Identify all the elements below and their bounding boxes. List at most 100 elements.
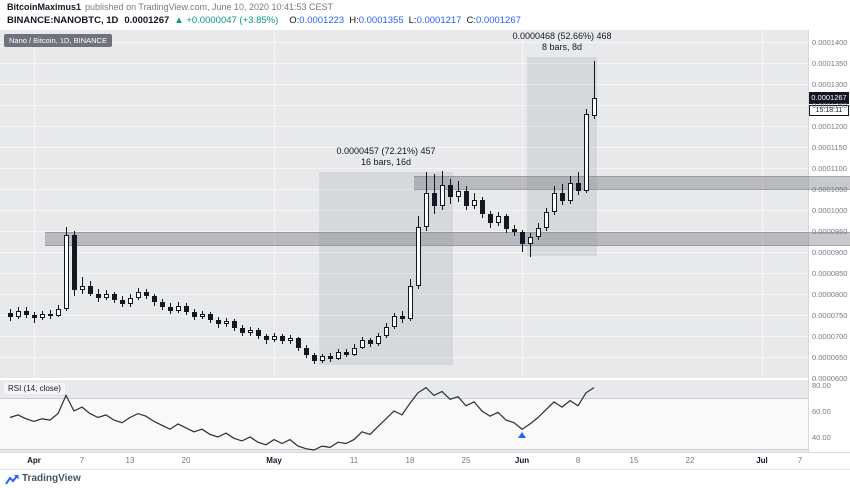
rsi-tick-label: 60.00 <box>812 407 831 416</box>
measurement-line1: 0.0000457 (72.21%) 457 <box>336 146 436 157</box>
zone-support[interactable] <box>45 231 808 246</box>
candle <box>184 305 189 312</box>
ohlc-values: O:0.0001223 H:0.0001355 L:0.0001217 C:0.000… <box>284 15 521 26</box>
price-pane[interactable]: 0.0000457 (72.21%) 457 16 bars, 16d 0.0000… <box>0 30 808 378</box>
price-axis-labels: 0.0001267 15:18:11 0.0001400 0.0001350 0.0… <box>808 30 850 452</box>
rsi-plot <box>9 386 595 451</box>
chart-legend[interactable]: Nano / Bitcoin, 1D, BINANCE <box>4 34 112 47</box>
candle <box>400 315 405 320</box>
time-axis[interactable]: Apr 7 13 20 May 11 18 25 Jun 8 15 22 Jul 7 <box>0 452 850 469</box>
price-gridline <box>0 168 808 169</box>
candle <box>272 336 277 341</box>
candle <box>160 302 165 307</box>
candle <box>168 306 173 311</box>
bar-countdown-badge: 15:18:11 <box>809 105 849 116</box>
price-gridline <box>0 84 808 85</box>
rsi-pane[interactable]: RSI (14, close) <box>0 380 808 452</box>
footer-bar: TradingView <box>0 469 850 488</box>
ohlc-label: C: <box>466 15 476 26</box>
candle <box>64 235 69 309</box>
candle <box>392 315 397 327</box>
price-tick-label: 0.0000600 <box>812 374 848 383</box>
ohlc-label: H: <box>349 15 359 26</box>
price-tick-label: 0.0000800 <box>812 290 848 299</box>
candle <box>440 184 445 206</box>
price-gridline <box>0 231 808 232</box>
price-gridline <box>0 273 808 274</box>
candle-wick <box>594 60 595 119</box>
candle <box>368 340 373 345</box>
candle <box>552 193 557 213</box>
candle <box>112 294 117 301</box>
candle <box>16 310 21 318</box>
candle <box>384 326 389 336</box>
candle <box>264 336 269 341</box>
measurement-line2: 16 bars, 16d <box>360 157 412 168</box>
candle <box>576 182 581 192</box>
grid-layer <box>0 30 808 378</box>
candle <box>360 340 365 348</box>
candle <box>504 216 509 229</box>
candle <box>536 227 541 238</box>
price-gridline <box>0 126 808 127</box>
candle <box>152 296 157 303</box>
candle <box>136 291 141 299</box>
measurement-line2: 8 bars, 8d <box>541 42 583 53</box>
price-gridline <box>0 336 808 337</box>
price-tick-label: 0.0001000 <box>812 206 848 215</box>
candle <box>496 216 501 223</box>
time-tick-label: 13 <box>125 456 135 465</box>
symbol-title[interactable]: BINANCE:NANOBTC, 1D <box>7 15 119 26</box>
candle <box>232 321 237 328</box>
time-tick-label: May <box>266 456 282 465</box>
candle <box>320 356 325 362</box>
price-gridline <box>0 315 808 316</box>
candles-layer <box>0 30 808 378</box>
candle <box>432 193 437 206</box>
time-gridline <box>274 30 275 378</box>
candle <box>248 329 253 333</box>
annotation-layer: 0.0000457 (72.21%) 457 16 bars, 16d 0.0000… <box>0 30 808 378</box>
time-gridline <box>522 30 523 378</box>
price-tick-label: 0.0001350 <box>812 59 848 68</box>
price-gridline <box>0 210 808 211</box>
candle <box>528 237 533 244</box>
candle <box>200 314 205 318</box>
time-tick-label: Apr <box>27 456 41 465</box>
tradingview-brand[interactable]: TradingView <box>22 473 81 484</box>
candle <box>24 310 29 315</box>
candle <box>352 347 357 355</box>
time-tick-label: 7 <box>79 456 85 465</box>
price-tick-label: 0.0000650 <box>812 353 848 362</box>
author-name[interactable]: BitcoinMaximus1 <box>7 2 82 12</box>
candle <box>376 336 381 345</box>
candle <box>488 214 493 223</box>
price-gridline <box>0 105 808 106</box>
candle <box>72 235 77 290</box>
price-gridline <box>0 357 808 358</box>
rsi-buy-marker-icon[interactable] <box>518 432 526 438</box>
price-tick-label: 0.0001050 <box>812 185 848 194</box>
candle-wick <box>530 233 531 257</box>
candle <box>104 294 109 299</box>
candle <box>88 285 93 294</box>
candle <box>328 356 333 360</box>
candle <box>176 305 181 311</box>
time-tick-label: 8 <box>575 456 581 465</box>
price-tick-label: 0.0001400 <box>812 38 848 47</box>
rsi-tick-label: 40.00 <box>812 433 831 442</box>
rsi-legend[interactable]: RSI (14, close) <box>4 383 65 394</box>
candle <box>40 314 45 319</box>
candle <box>56 308 61 316</box>
time-tick-label: 11 <box>349 456 359 465</box>
candle-wick <box>82 277 83 294</box>
price-gridline <box>0 63 808 64</box>
rsi-overbought-oversold-band <box>0 398 808 450</box>
last-price: 0.0001267 <box>124 15 170 26</box>
candle <box>240 327 245 333</box>
candle <box>192 311 197 318</box>
candle <box>288 338 293 341</box>
price-gridline <box>0 294 808 295</box>
price-tick-label: 0.0000750 <box>812 311 848 320</box>
zone-resistance[interactable] <box>414 176 808 190</box>
